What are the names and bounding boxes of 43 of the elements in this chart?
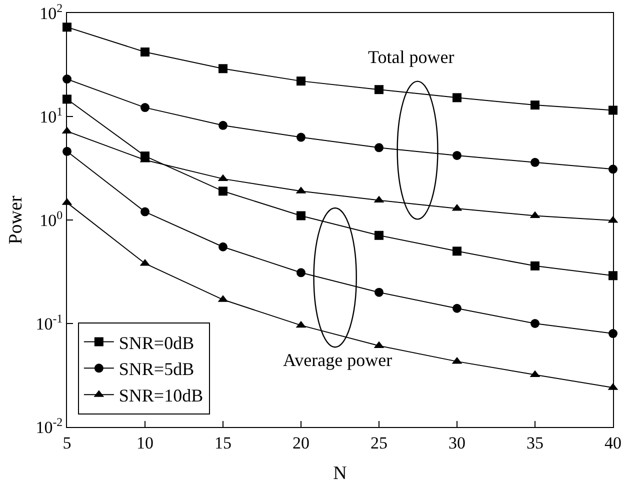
point bbox=[218, 120, 228, 130]
point bbox=[218, 186, 228, 196]
point bbox=[530, 261, 540, 270]
point bbox=[296, 211, 306, 220]
point bbox=[140, 207, 150, 216]
point bbox=[530, 319, 540, 328]
legend-label: SNR=0dB bbox=[118, 332, 194, 353]
x-tick-label: 10 bbox=[136, 433, 154, 452]
point bbox=[530, 100, 540, 110]
annotation: Total power bbox=[368, 47, 454, 67]
y-tick-label: 10$^{2}$ bbox=[40, 0, 63, 23]
legend-label: SNR=5dB bbox=[118, 359, 194, 380]
y-axis-title: Power bbox=[6, 195, 27, 244]
x-axis-title: N bbox=[333, 463, 348, 484]
point bbox=[140, 47, 150, 56]
annotation: Average power bbox=[283, 350, 392, 370]
point bbox=[218, 242, 228, 252]
y-tick-label: 10$^{0}$ bbox=[40, 208, 63, 230]
point bbox=[296, 268, 306, 278]
x-tick-label: 35 bbox=[526, 433, 544, 452]
x-tick-label: 40 bbox=[604, 433, 622, 452]
x-tick-label: 15 bbox=[214, 433, 232, 452]
point bbox=[452, 246, 462, 256]
point bbox=[452, 150, 462, 160]
legend-label: SNR=10dB bbox=[118, 386, 204, 406]
point bbox=[296, 132, 306, 142]
point bbox=[530, 158, 540, 167]
point bbox=[374, 85, 384, 94]
x-tick-label: 25 bbox=[370, 433, 388, 452]
point bbox=[452, 93, 462, 102]
y-tick-label: 10$^{1}$ bbox=[40, 104, 63, 126]
x-tick-label: 30 bbox=[448, 433, 466, 452]
point bbox=[452, 304, 462, 313]
point bbox=[296, 76, 306, 86]
y-tick-label: 10$^{-1}$ bbox=[36, 311, 63, 334]
point bbox=[218, 64, 228, 74]
y-tick-label: 10$^{-2}$ bbox=[36, 414, 63, 437]
point bbox=[374, 230, 384, 240]
point bbox=[140, 103, 150, 112]
point bbox=[374, 143, 384, 152]
point bbox=[374, 288, 384, 297]
x-tick-label: 20 bbox=[292, 433, 310, 452]
x-tick-label: 5 bbox=[62, 433, 72, 452]
